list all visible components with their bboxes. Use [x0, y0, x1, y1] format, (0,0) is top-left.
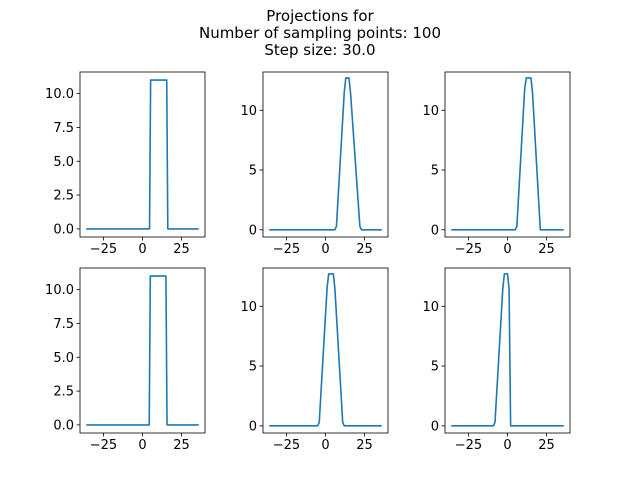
- x-tick-label: 25: [356, 438, 373, 453]
- title-line: Step size: 30.0: [264, 41, 376, 59]
- axes-frame: [444, 267, 571, 434]
- axes-frame: [79, 71, 206, 238]
- series-line: [86, 79, 199, 230]
- series-line: [451, 77, 564, 231]
- y-tick-label: 10: [240, 300, 257, 315]
- y-tick-label: 0: [249, 419, 257, 434]
- series-line: [269, 77, 382, 231]
- y-tick-label: 2.5: [53, 385, 74, 400]
- subplot-3: −25 0 25 0 5 10: [422, 71, 571, 257]
- y-tick-label: 5: [249, 164, 257, 179]
- x-tick-label: 0: [321, 438, 329, 453]
- x-tick-label: 0: [138, 438, 146, 453]
- x-tick-label: −25: [455, 438, 482, 453]
- figure-title: Projections for Number of sampling point…: [0, 8, 640, 59]
- y-tick-label: 5.0: [53, 351, 74, 366]
- x-tick-label: 25: [538, 242, 555, 257]
- x-tick-label: −25: [455, 242, 482, 257]
- axes-frame: [262, 267, 389, 434]
- title-line: Number of sampling points: 100: [198, 24, 442, 42]
- x-tick-label: −25: [90, 438, 117, 453]
- axes-frame: [444, 71, 571, 238]
- subplot-2: −25 0 25 0 5 10: [240, 71, 389, 257]
- x-tick-label: 0: [138, 242, 146, 257]
- y-tick-label: 5.0: [53, 155, 74, 170]
- x-tick-label: 0: [503, 242, 511, 257]
- y-tick-label: 0: [431, 419, 439, 434]
- subplot-1: −25 0 25 0.0 2.5 5.0 7.5 10.0: [45, 71, 206, 257]
- y-tick-label: 10: [422, 300, 439, 315]
- x-tick-label: 25: [538, 438, 555, 453]
- y-tick-label: 0: [249, 223, 257, 238]
- y-tick-label: 0.0: [53, 222, 74, 237]
- y-tick-label: 7.5: [53, 121, 74, 136]
- title-line: Projections for: [266, 7, 374, 25]
- subplot-5: −25 0 25 0 5 10: [240, 267, 389, 453]
- y-tick-label: 5: [431, 164, 439, 179]
- series-line: [451, 273, 564, 427]
- y-tick-label: 2.5: [53, 189, 74, 204]
- y-tick-label: 5: [249, 360, 257, 375]
- y-tick-label: 7.5: [53, 317, 74, 332]
- x-tick-label: 0: [321, 242, 329, 257]
- series-line: [86, 275, 199, 426]
- x-tick-label: −25: [273, 242, 300, 257]
- y-tick-label: 10: [422, 104, 439, 119]
- axes-frame: [79, 267, 206, 434]
- y-tick-label: 10.0: [45, 87, 74, 102]
- x-tick-label: 25: [173, 438, 190, 453]
- x-tick-label: −25: [90, 242, 117, 257]
- axes-frame: [262, 71, 389, 238]
- x-tick-label: −25: [273, 438, 300, 453]
- series-line: [269, 273, 382, 427]
- y-tick-label: 5: [431, 360, 439, 375]
- y-tick-label: 0: [431, 223, 439, 238]
- x-tick-label: 25: [173, 242, 190, 257]
- subplot-6: −25 0 25 0 5 10: [422, 267, 571, 453]
- subplot-4: −25 0 25 0.0 2.5 5.0 7.5 10.0: [45, 267, 206, 453]
- y-tick-label: 10.0: [45, 283, 74, 298]
- y-tick-label: 10: [240, 104, 257, 119]
- y-tick-label: 0.0: [53, 418, 74, 433]
- x-tick-label: 25: [356, 242, 373, 257]
- x-tick-label: 0: [503, 438, 511, 453]
